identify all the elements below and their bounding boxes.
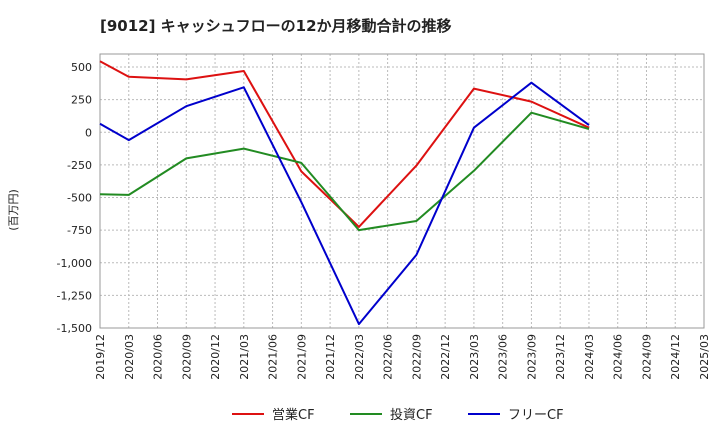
x-tick-label: 2024/09: [640, 334, 653, 380]
x-tick-label: 2022/12: [439, 334, 452, 380]
x-tick-labels: 2019/12 2020/03 2020/06 2020/09 2020/12 2021/…: [94, 334, 711, 380]
x-tick-label: 2022/06: [382, 334, 395, 380]
x-tick-label: 2020/06: [152, 334, 165, 380]
series-line-営業CF: [99, 60, 590, 228]
y-tick-label: -750: [67, 224, 92, 237]
series-line-投資CF: [99, 111, 590, 232]
x-tick-label: 2023/06: [497, 334, 510, 380]
x-tick-label: 2022/09: [410, 334, 423, 380]
x-tick-label: 2021/09: [295, 334, 308, 380]
y-tick-label: -1,500: [57, 322, 92, 335]
y-tick-label: -250: [67, 159, 92, 172]
x-tick-label: 2024/03: [583, 334, 596, 380]
x-tick-label: 2023/09: [525, 334, 538, 380]
x-tick-label: 2020/09: [180, 334, 193, 380]
x-tick-label: 2019/12: [94, 334, 107, 380]
y-tick-label: 0: [85, 126, 92, 139]
x-tick-label: 2021/06: [267, 334, 280, 380]
x-tick-label: 2021/03: [238, 334, 251, 380]
legend: 営業CF 投資CF フリーCF: [232, 407, 564, 423]
legend-label: 営業CF: [272, 407, 315, 423]
plot-frame: [99, 53, 705, 329]
y-tick-label: -500: [67, 192, 92, 205]
chart-title: [9012] キャッシュフローの12か月移動合計の推移: [100, 17, 452, 35]
x-tick-label: 2025/03: [698, 334, 711, 380]
y-tick-label: -1,250: [57, 289, 92, 302]
x-tick-label: 2022/03: [353, 334, 366, 380]
legend-label: 投資CF: [390, 407, 433, 423]
x-tick-label: 2021/12: [324, 334, 337, 380]
y-axis-label: (百万円): [7, 189, 20, 231]
x-tick-label: 2023/12: [554, 334, 567, 380]
x-tick-label: 2024/06: [612, 334, 625, 380]
series-line-フリーCF: [99, 81, 590, 326]
y-tick-label: -1,000: [57, 257, 92, 270]
series-lines: [99, 60, 590, 326]
y-tick-label: 500: [71, 61, 92, 74]
grid-lines: [99, 54, 705, 329]
x-tick-label: 2024/12: [669, 334, 682, 380]
x-tick-label: 2020/12: [209, 334, 222, 380]
x-tick-label: 2023/03: [468, 334, 481, 380]
x-tick-label: 2020/03: [123, 334, 136, 380]
y-tick-labels: 500 250 0 -250 -500 -750 -1,000 -1,250 -1,500: [57, 61, 92, 335]
y-tick-label: 250: [71, 94, 92, 107]
legend-label: フリーCF: [508, 408, 564, 423]
